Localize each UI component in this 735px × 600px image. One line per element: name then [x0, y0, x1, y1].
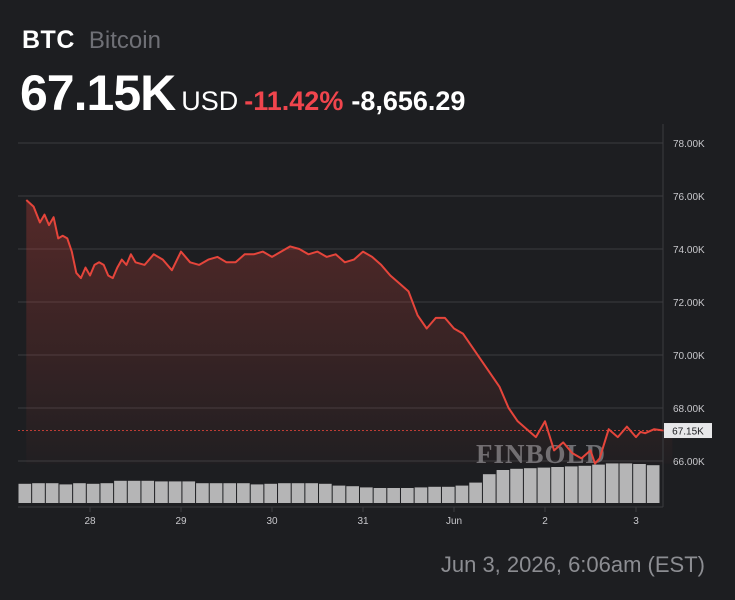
volume-bar: [523, 468, 537, 503]
absolute-change: -8,656.29: [351, 86, 466, 116]
volume-bar: [619, 463, 633, 503]
volume-bar: [291, 483, 305, 503]
x-tick-label: 29: [175, 516, 187, 527]
y-tick-label: 78.00K: [673, 139, 705, 150]
volume-bar: [428, 486, 441, 503]
volume-bar: [237, 483, 250, 503]
y-tick-label: 74.00K: [673, 245, 705, 256]
current-price-tag-label: 67.15K: [672, 427, 704, 438]
volume-bar: [332, 485, 346, 503]
asset-name: Bitcoin: [88, 27, 161, 54]
volume-bar: [223, 483, 237, 503]
volume-bar: [346, 486, 359, 503]
volume-bar: [196, 483, 209, 503]
timestamp: Jun 3, 2026, 6:06am (EST): [440, 552, 705, 577]
price-line-layer: [25, 199, 673, 465]
volume-bar: [73, 483, 86, 503]
volume-bar: [455, 485, 469, 503]
volume-bar: [646, 465, 660, 503]
volume-bar: [305, 483, 319, 503]
volume-bar: [278, 483, 291, 503]
volume-bar: [496, 470, 510, 503]
volume-bar: [168, 481, 182, 503]
x-tick-label: 31: [357, 516, 369, 527]
x-tick-label: 30: [266, 516, 278, 527]
x-tick-label: 3: [633, 516, 639, 527]
y-tick-label: 72.00K: [673, 298, 705, 309]
y-tick-label: 70.00K: [673, 351, 705, 362]
volume-bars: [18, 463, 660, 503]
volume-bar: [127, 480, 141, 503]
volume-bar: [387, 488, 400, 503]
volume-bar: [414, 487, 428, 503]
price-area: [26, 200, 673, 464]
volume-bar: [319, 483, 332, 503]
x-tick-label: 28: [84, 516, 96, 527]
volume-bar: [578, 465, 592, 503]
volume-bar: [482, 474, 496, 503]
price-line[interactable]: [25, 199, 673, 465]
volume-bar: [182, 481, 196, 503]
current-price: 67.15K: [20, 65, 176, 121]
x-tick-label: 2: [542, 516, 548, 527]
volume-bar: [45, 483, 59, 503]
volume-bar: [359, 487, 373, 503]
volume-bar: [400, 488, 414, 503]
volume-bar: [373, 488, 387, 503]
axes: 78.00K 76.00K 74.00K 72.00K 70.00K 68.00K 66.0…: [18, 124, 712, 527]
volume-bar: [86, 483, 100, 503]
volume-bar: [537, 467, 551, 503]
volume-bar: [155, 481, 168, 503]
currency-label: USD: [181, 86, 239, 116]
x-tick-label: Jun: [446, 516, 462, 527]
volume-bar: [114, 480, 127, 503]
y-tick-label: 66.00K: [673, 457, 705, 468]
volume-bar: [141, 480, 155, 503]
volume-bar: [250, 484, 264, 503]
y-tick-label: 76.00K: [673, 192, 705, 203]
volume-bar: [209, 483, 223, 503]
current-price-tag: [664, 423, 712, 439]
volume-bar: [18, 483, 32, 503]
percent-change: -11.42%: [244, 86, 344, 116]
ticker-symbol: BTC: [22, 26, 75, 54]
volume-bar: [551, 467, 564, 503]
volume-bar: [633, 464, 646, 503]
volume-bar: [100, 483, 114, 503]
volume-bar: [469, 482, 482, 503]
y-tick-label: 68.00K: [673, 404, 705, 415]
price-area-fill: [26, 200, 673, 464]
volume-bar: [441, 486, 455, 503]
price-summary: 67.15K USD -11.42% -8,656.29: [20, 64, 465, 122]
volume-bar: [264, 483, 278, 503]
volume-bar: [59, 484, 73, 503]
volume-bar: [605, 463, 619, 503]
volume-bar: [510, 468, 523, 503]
asset-header: BTC Bitcoin: [22, 26, 161, 55]
volume-bar: [564, 466, 578, 503]
volume-bar: [592, 464, 605, 503]
volume-bar: [32, 483, 45, 503]
